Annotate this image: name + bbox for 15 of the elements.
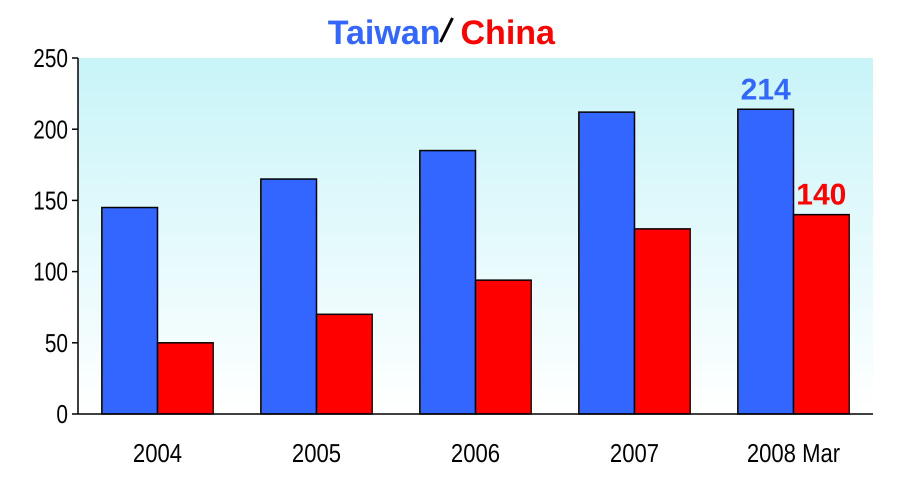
y-tick-label: 50 <box>44 328 68 358</box>
data-label: 214 <box>740 73 792 106</box>
legend-label: China <box>460 14 556 52</box>
y-tick-label: 200 <box>33 115 68 144</box>
x-tick-label: 2004 <box>132 439 182 468</box>
text: Taiwan <box>328 14 440 52</box>
x-tick-label: 2008 Mar <box>746 439 840 468</box>
x-tick-label: 2007 <box>610 439 660 468</box>
y-tick-label: 250 <box>33 44 68 73</box>
x-tick-label: 2005 <box>292 439 342 468</box>
y-tick-label: 150 <box>33 186 68 216</box>
y-tick-label: 0 <box>56 400 68 429</box>
x-tick-label: 2006 <box>450 439 500 468</box>
y-tick-label: 100 <box>33 258 68 286</box>
data-label: 140 <box>796 178 846 212</box>
